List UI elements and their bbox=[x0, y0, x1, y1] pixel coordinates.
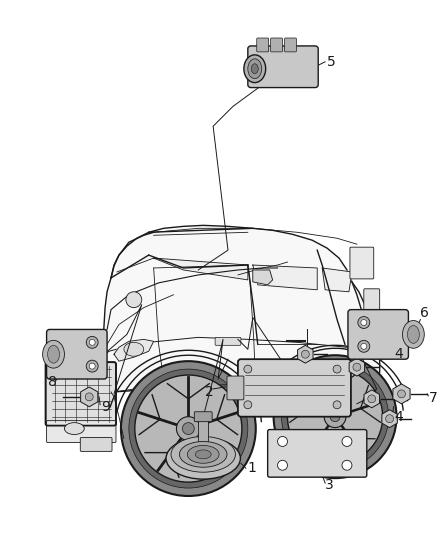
FancyBboxPatch shape bbox=[348, 310, 408, 359]
Polygon shape bbox=[364, 390, 379, 408]
Polygon shape bbox=[154, 258, 248, 280]
Circle shape bbox=[398, 390, 406, 398]
Ellipse shape bbox=[187, 446, 219, 463]
Circle shape bbox=[135, 375, 242, 482]
Ellipse shape bbox=[171, 437, 236, 472]
Circle shape bbox=[287, 369, 383, 464]
Ellipse shape bbox=[195, 450, 211, 459]
FancyBboxPatch shape bbox=[215, 337, 241, 345]
Ellipse shape bbox=[180, 441, 227, 467]
Ellipse shape bbox=[64, 423, 84, 434]
Polygon shape bbox=[297, 345, 313, 363]
Circle shape bbox=[333, 401, 341, 409]
Circle shape bbox=[86, 336, 98, 348]
Circle shape bbox=[244, 365, 252, 373]
Ellipse shape bbox=[42, 341, 64, 368]
Text: 1: 1 bbox=[248, 461, 257, 475]
Circle shape bbox=[274, 355, 396, 478]
Polygon shape bbox=[81, 387, 98, 407]
Circle shape bbox=[89, 363, 95, 369]
Polygon shape bbox=[393, 384, 410, 404]
Circle shape bbox=[177, 417, 200, 440]
FancyBboxPatch shape bbox=[268, 430, 367, 477]
Ellipse shape bbox=[407, 326, 419, 343]
FancyBboxPatch shape bbox=[198, 417, 208, 445]
FancyBboxPatch shape bbox=[80, 438, 112, 451]
Circle shape bbox=[182, 423, 194, 434]
FancyBboxPatch shape bbox=[285, 38, 297, 52]
Circle shape bbox=[278, 437, 287, 447]
FancyBboxPatch shape bbox=[46, 362, 116, 426]
Text: 7: 7 bbox=[429, 391, 438, 405]
FancyBboxPatch shape bbox=[364, 289, 380, 335]
Ellipse shape bbox=[124, 342, 144, 356]
Polygon shape bbox=[48, 225, 380, 401]
FancyBboxPatch shape bbox=[350, 247, 374, 279]
Circle shape bbox=[342, 437, 352, 447]
Text: 9: 9 bbox=[101, 400, 110, 414]
Circle shape bbox=[330, 411, 340, 422]
FancyBboxPatch shape bbox=[248, 46, 318, 87]
FancyBboxPatch shape bbox=[194, 411, 212, 422]
Circle shape bbox=[126, 292, 142, 308]
FancyBboxPatch shape bbox=[257, 38, 268, 52]
Polygon shape bbox=[322, 268, 352, 292]
Polygon shape bbox=[382, 410, 397, 427]
Circle shape bbox=[85, 393, 93, 401]
Ellipse shape bbox=[166, 438, 240, 479]
Circle shape bbox=[324, 406, 346, 427]
FancyBboxPatch shape bbox=[238, 359, 351, 417]
Circle shape bbox=[282, 363, 389, 470]
Ellipse shape bbox=[48, 345, 60, 363]
Polygon shape bbox=[114, 340, 154, 361]
Text: 3: 3 bbox=[325, 478, 334, 492]
Circle shape bbox=[358, 317, 370, 328]
Circle shape bbox=[129, 369, 248, 488]
Circle shape bbox=[368, 395, 376, 403]
Text: 4: 4 bbox=[395, 347, 403, 361]
Ellipse shape bbox=[403, 320, 424, 348]
Polygon shape bbox=[253, 265, 317, 290]
Text: 2: 2 bbox=[205, 385, 214, 399]
Circle shape bbox=[342, 461, 352, 470]
Circle shape bbox=[86, 360, 98, 372]
Text: 4: 4 bbox=[395, 410, 403, 424]
Circle shape bbox=[361, 343, 367, 349]
Circle shape bbox=[358, 341, 370, 352]
Circle shape bbox=[301, 350, 309, 358]
Text: 6: 6 bbox=[420, 305, 429, 320]
Text: 5: 5 bbox=[327, 55, 336, 69]
Circle shape bbox=[333, 365, 341, 373]
FancyBboxPatch shape bbox=[227, 376, 244, 400]
FancyBboxPatch shape bbox=[46, 329, 107, 379]
Ellipse shape bbox=[251, 64, 258, 74]
FancyBboxPatch shape bbox=[46, 421, 116, 442]
Text: 8: 8 bbox=[48, 375, 57, 389]
Circle shape bbox=[361, 320, 367, 326]
FancyBboxPatch shape bbox=[271, 38, 283, 52]
Circle shape bbox=[278, 461, 287, 470]
Polygon shape bbox=[349, 358, 364, 376]
Circle shape bbox=[385, 415, 394, 423]
Ellipse shape bbox=[248, 59, 262, 79]
Circle shape bbox=[244, 401, 252, 409]
Ellipse shape bbox=[244, 55, 266, 83]
Circle shape bbox=[121, 361, 256, 496]
Circle shape bbox=[89, 340, 95, 345]
Circle shape bbox=[353, 363, 361, 371]
Polygon shape bbox=[253, 270, 272, 285]
